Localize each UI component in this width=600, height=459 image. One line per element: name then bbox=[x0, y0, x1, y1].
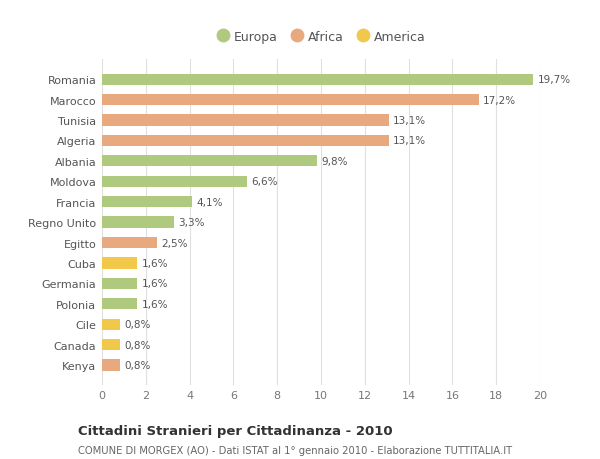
Text: 9,8%: 9,8% bbox=[321, 157, 347, 167]
Bar bbox=[102, 278, 137, 289]
Text: 13,1%: 13,1% bbox=[393, 136, 427, 146]
Text: 1,6%: 1,6% bbox=[142, 258, 168, 269]
Text: 4,1%: 4,1% bbox=[196, 197, 223, 207]
Bar bbox=[102, 115, 389, 126]
Bar bbox=[102, 95, 479, 106]
Text: 3,3%: 3,3% bbox=[179, 218, 205, 228]
Bar bbox=[102, 217, 174, 228]
Bar bbox=[102, 258, 137, 269]
Bar bbox=[102, 298, 137, 310]
Bar bbox=[102, 176, 247, 187]
Bar bbox=[102, 319, 119, 330]
Text: COMUNE DI MORGEX (AO) - Dati ISTAT al 1° gennaio 2010 - Elaborazione TUTTITALIA.: COMUNE DI MORGEX (AO) - Dati ISTAT al 1°… bbox=[78, 445, 512, 455]
Bar bbox=[102, 359, 119, 371]
Bar bbox=[102, 156, 317, 167]
Bar bbox=[102, 339, 119, 350]
Text: 0,8%: 0,8% bbox=[124, 360, 150, 370]
Bar bbox=[102, 135, 389, 147]
Text: 17,2%: 17,2% bbox=[483, 95, 516, 106]
Text: 6,6%: 6,6% bbox=[251, 177, 277, 187]
Bar bbox=[102, 74, 533, 86]
Legend: Europa, Africa, America: Europa, Africa, America bbox=[213, 27, 429, 47]
Text: 1,6%: 1,6% bbox=[142, 299, 168, 309]
Text: 13,1%: 13,1% bbox=[393, 116, 427, 126]
Bar bbox=[102, 196, 192, 208]
Text: 19,7%: 19,7% bbox=[538, 75, 571, 85]
Text: 0,8%: 0,8% bbox=[124, 340, 150, 350]
Text: 2,5%: 2,5% bbox=[161, 238, 188, 248]
Text: 1,6%: 1,6% bbox=[142, 279, 168, 289]
Text: Cittadini Stranieri per Cittadinanza - 2010: Cittadini Stranieri per Cittadinanza - 2… bbox=[78, 425, 392, 437]
Bar bbox=[102, 237, 157, 249]
Text: 0,8%: 0,8% bbox=[124, 319, 150, 330]
